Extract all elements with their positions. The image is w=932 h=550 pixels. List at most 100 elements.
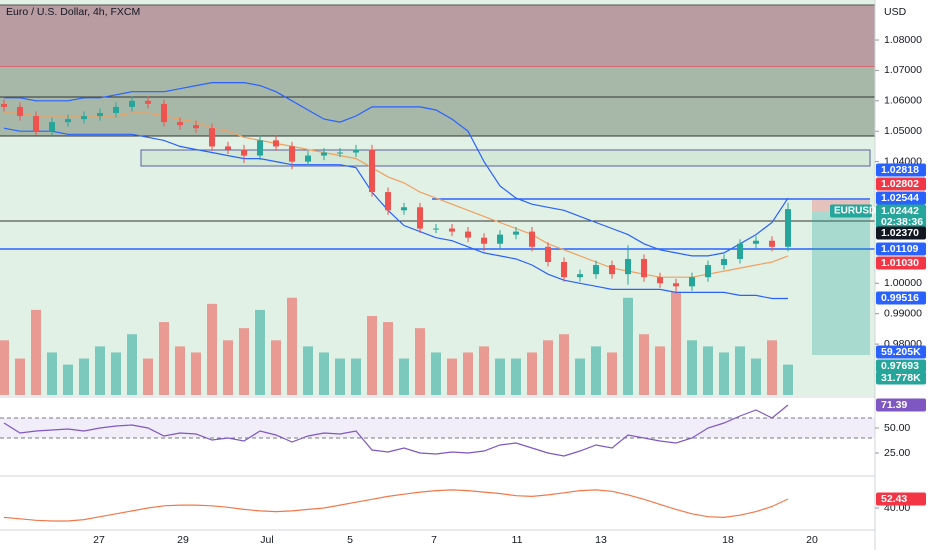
- price-tag-text: 1.02544: [881, 192, 919, 204]
- x-tick-label: Jul: [260, 534, 273, 546]
- candle-body: [369, 149, 375, 193]
- volume-bar: [383, 322, 393, 395]
- price-tag: [876, 291, 926, 305]
- volume-bar: [703, 346, 713, 395]
- volume-bar: [335, 358, 345, 395]
- x-tick-label: 5: [347, 534, 353, 546]
- volume-bar: [447, 358, 457, 395]
- candle-body: [385, 192, 391, 211]
- candle-body: [593, 265, 599, 275]
- price-tag-text: 1.02370: [881, 227, 919, 239]
- volume-bar: [207, 303, 217, 395]
- volume-bar: [223, 340, 233, 395]
- candle-body: [721, 258, 727, 266]
- candle-body: [673, 283, 679, 287]
- symbol-tag: [830, 204, 872, 218]
- candle-body: [417, 207, 423, 229]
- candle-body: [33, 116, 39, 132]
- candle-body: [625, 258, 631, 275]
- price-tag: [876, 215, 926, 229]
- price-tag-text: 02:38:36: [881, 216, 923, 228]
- volume-bar: [319, 352, 329, 395]
- volume-bar: [687, 340, 697, 395]
- candle-body: [65, 119, 71, 123]
- volume-bar: [543, 340, 553, 395]
- rsi-band: [0, 418, 875, 438]
- indicator-line: [3, 404, 789, 457]
- volume-bar: [783, 364, 793, 395]
- candle-body: [49, 122, 55, 132]
- volume-bar: [527, 352, 537, 395]
- candle-body: [177, 122, 183, 126]
- price-tag: [876, 177, 926, 191]
- candle-body: [209, 128, 215, 147]
- price-tag-text: 1.02442: [881, 205, 919, 217]
- candle-body: [1, 103, 7, 107]
- candle-body: [97, 112, 103, 117]
- candle-body: [689, 277, 695, 287]
- candle-body: [193, 125, 199, 129]
- price-tag-text: 71.39: [881, 399, 907, 411]
- candle-body: [305, 155, 311, 162]
- y-tick-label: 25.00: [884, 447, 910, 459]
- candle-body: [273, 140, 279, 147]
- candle-body: [641, 258, 647, 278]
- volume-bar: [495, 358, 505, 395]
- currency: USD: [884, 6, 907, 18]
- price-tag: [876, 242, 926, 256]
- y-tick-label: 1.05000: [884, 125, 922, 137]
- volume-bar: [431, 352, 441, 395]
- volume-bar: [767, 340, 777, 395]
- candle-body: [545, 246, 551, 262]
- volume-bar: [255, 309, 265, 395]
- price-tag-text: 0.99516: [881, 292, 919, 304]
- candle-body: [529, 231, 535, 247]
- price-tag-text: 59.205K: [881, 346, 921, 358]
- candle-body: [113, 106, 119, 113]
- volume-bar: [0, 340, 9, 395]
- x-tick-label: 13: [595, 534, 607, 546]
- price-tag: [876, 204, 926, 218]
- volume-bar: [671, 291, 681, 395]
- volume-bar: [239, 328, 249, 395]
- candle-body: [161, 103, 167, 123]
- volume-bar: [639, 334, 649, 395]
- symbol-tag-text: EURUSD: [834, 206, 876, 217]
- price-tag: [876, 191, 926, 205]
- price-tag: [876, 371, 926, 385]
- candle-body: [321, 152, 327, 156]
- candle-body: [241, 149, 247, 156]
- volume-bar: [47, 352, 57, 395]
- y-tick-label: 50.00: [884, 422, 910, 434]
- y-tick-label: 1.06000: [884, 95, 922, 107]
- volume-bar: [399, 358, 409, 395]
- x-tick-label: 29: [177, 534, 189, 546]
- volume-bar: [415, 328, 425, 395]
- candle-body: [337, 152, 343, 154]
- candle-body: [145, 100, 151, 104]
- volume-bar: [111, 352, 121, 395]
- volume-bar: [127, 334, 137, 395]
- volume-bar: [191, 352, 201, 395]
- price-tag-text: 31.778K: [881, 372, 921, 384]
- candle-body: [17, 106, 23, 117]
- price-tag-text: 0.97693: [881, 360, 919, 372]
- candle-body: [257, 140, 263, 156]
- candle-body: [289, 146, 295, 162]
- y-tick-label: 1.08000: [884, 34, 922, 46]
- price-tag-text: 1.01109: [881, 243, 919, 255]
- candle-body: [81, 116, 87, 120]
- y-tick-label: 1.00000: [884, 277, 922, 289]
- candle-body: [705, 265, 711, 278]
- x-tick-label: 27: [93, 534, 105, 546]
- candle-body: [657, 277, 663, 284]
- volume-bar: [303, 346, 313, 395]
- volume-bar: [751, 358, 761, 395]
- volume-bar: [271, 340, 281, 395]
- candle-body: [513, 231, 519, 235]
- volume-bar: [351, 358, 361, 395]
- chart-title: Euro / U.S. Dollar, 4h, FXCM: [6, 6, 140, 18]
- volume-bar: [159, 322, 169, 395]
- price-tag: [876, 345, 926, 359]
